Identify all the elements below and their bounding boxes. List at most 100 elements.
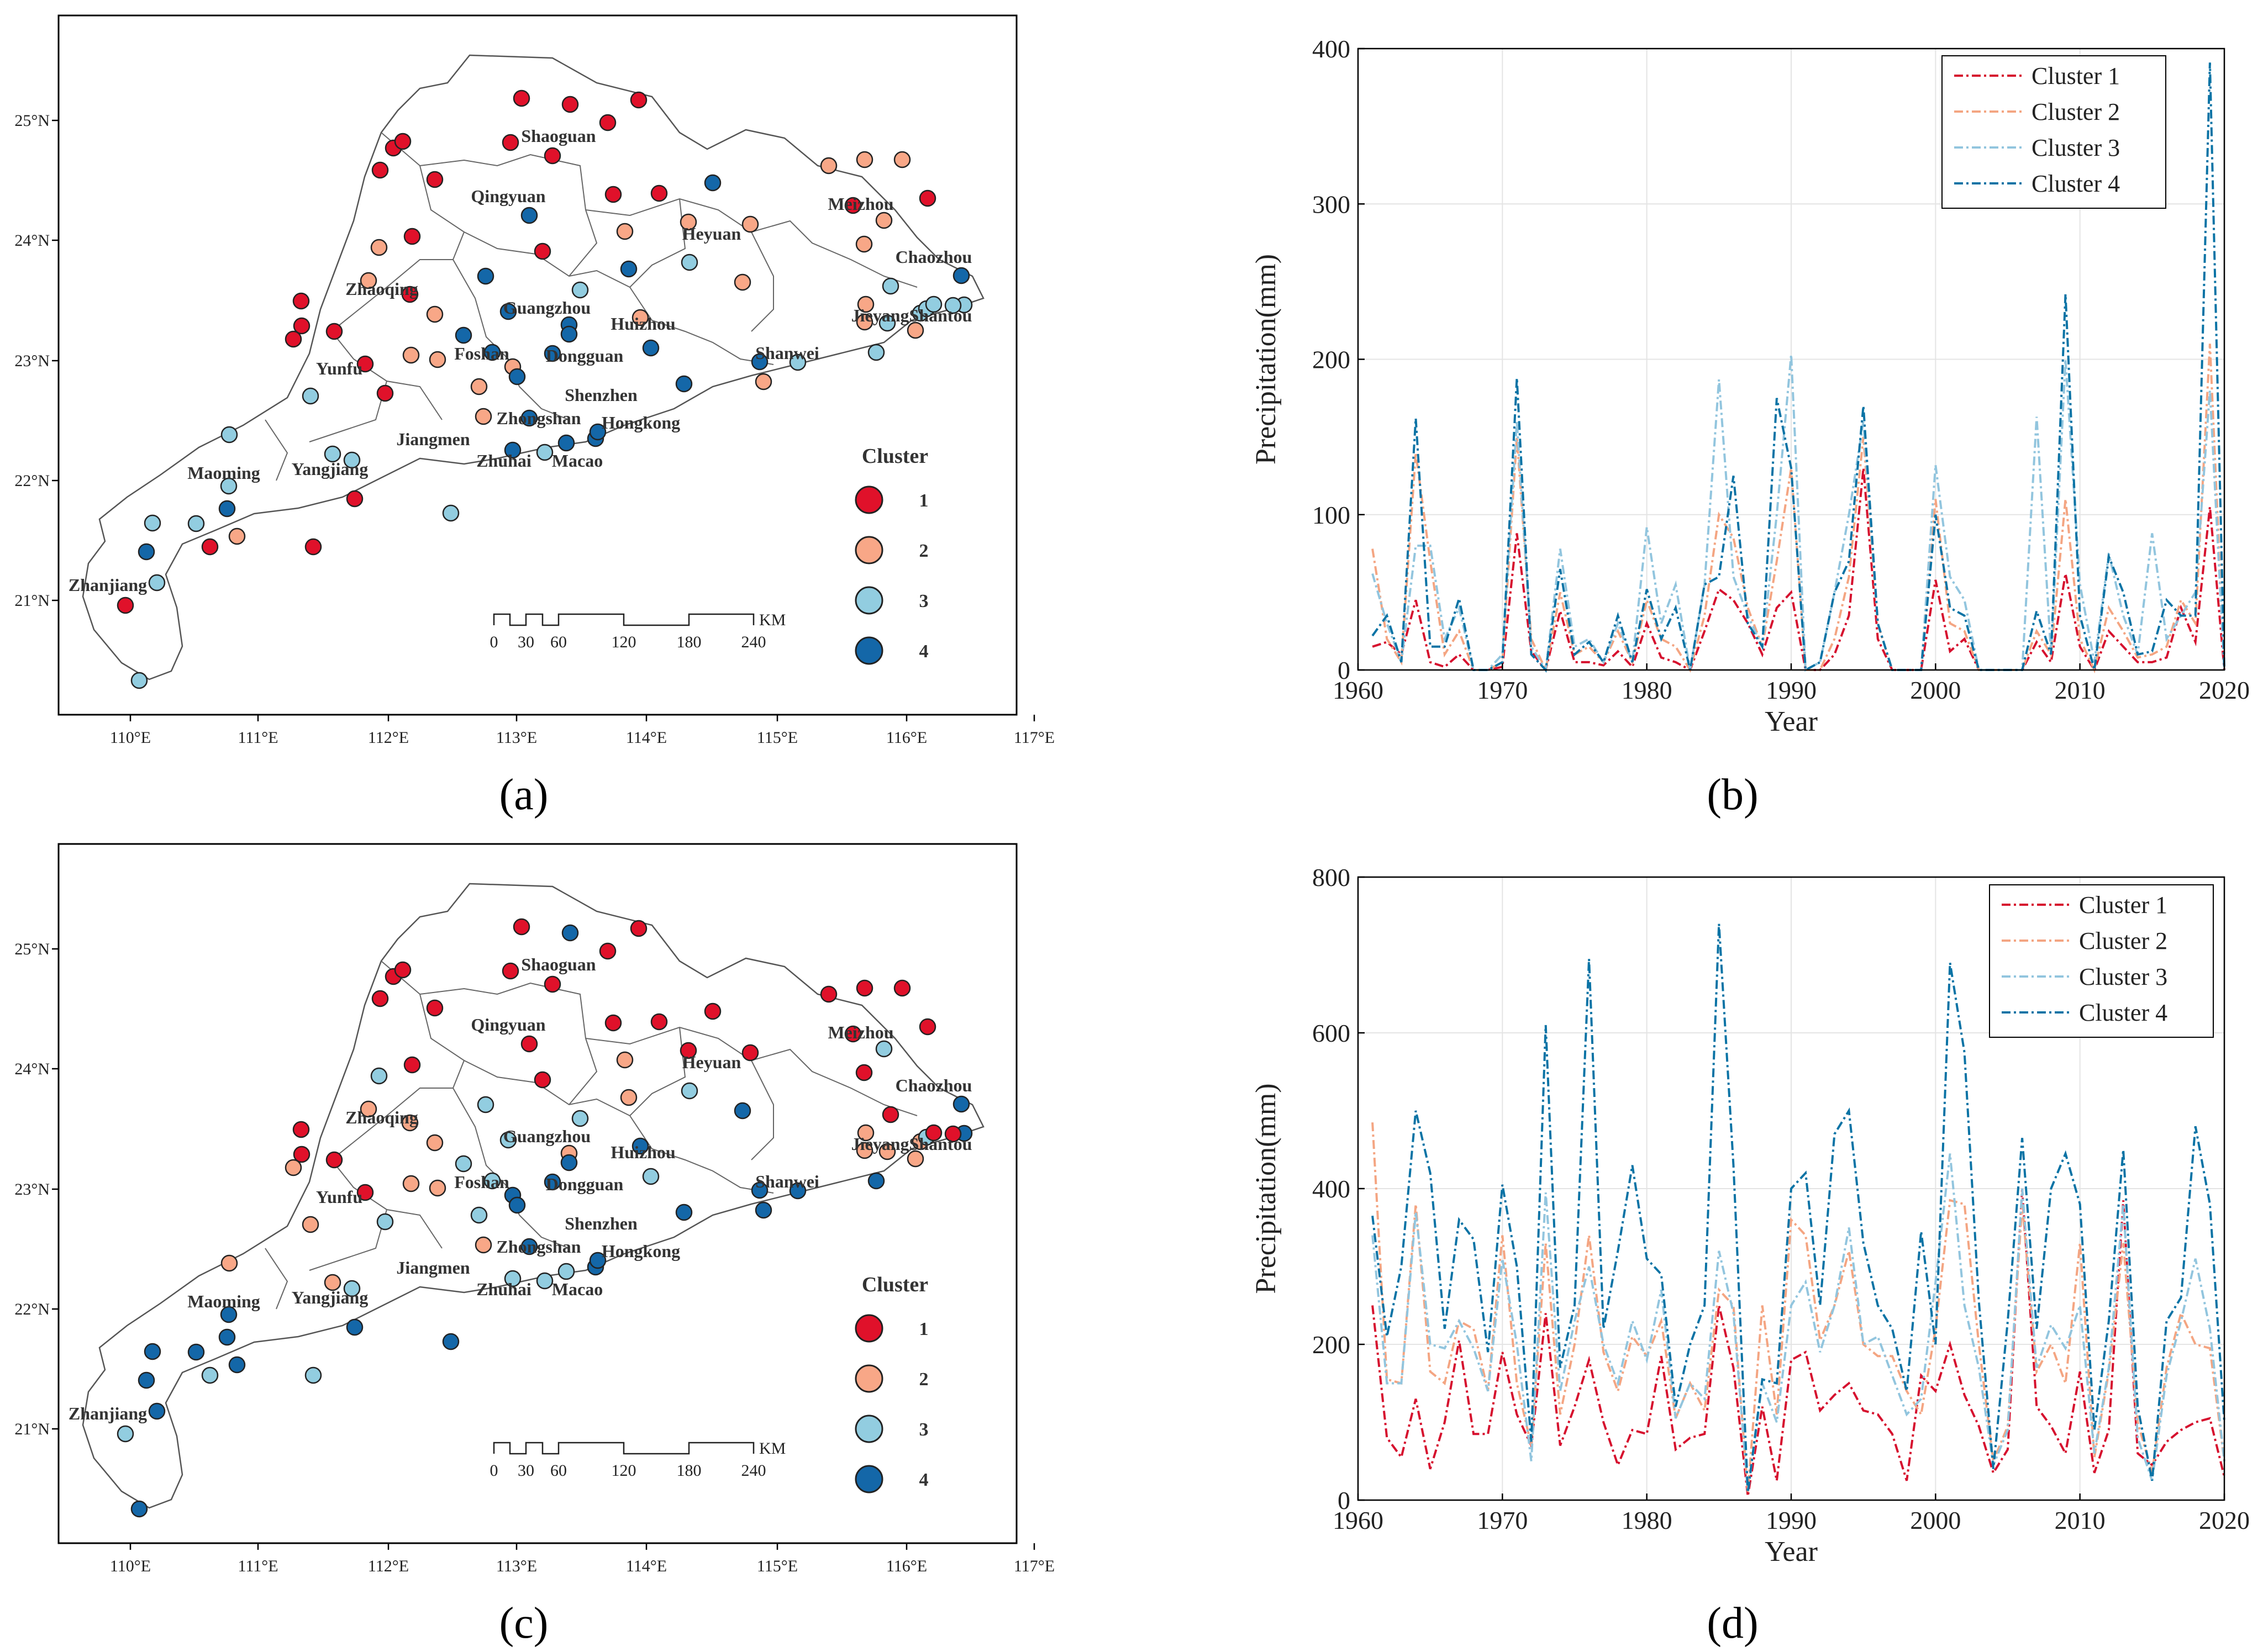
- map-c-city-label: Foshan: [454, 1172, 509, 1192]
- map-a-station-marker: [218, 500, 236, 518]
- map-c-city-label: Shanwei: [755, 1171, 819, 1191]
- chart-b-x-tick-label: 2000: [1910, 676, 1961, 704]
- map-a-station-marker: [343, 451, 361, 469]
- map-a-station-marker: [536, 444, 554, 461]
- map-c-station-marker: [536, 1272, 554, 1290]
- map-c-station-marker: [302, 1216, 319, 1233]
- map-a-legend-title: Cluster: [862, 445, 928, 468]
- map-c-station-marker: [403, 1056, 421, 1074]
- map-a-lon-tick-label: 112°E: [368, 729, 409, 747]
- map-a-station-marker: [620, 260, 638, 278]
- chart-d-y-tick-label: 200: [1312, 1331, 1350, 1359]
- map-c-station-marker: [919, 1018, 936, 1036]
- map-a-station-marker: [867, 344, 885, 361]
- map-a-station-marker: [857, 295, 875, 313]
- map-c-station-marker: [882, 1106, 899, 1123]
- map-a-station-marker: [346, 490, 364, 508]
- map-a-station-marker: [144, 514, 161, 532]
- map-a-station-marker: [544, 345, 561, 362]
- map-c-station-marker: [820, 985, 838, 1003]
- map-c-station-marker: [343, 1280, 361, 1297]
- map-c-station-marker: [616, 1051, 634, 1069]
- map-c-station-marker: [561, 924, 579, 942]
- chart-b-x-tick-label: 2010: [2055, 676, 2106, 704]
- map-a-lat-tick-label: 24°N: [14, 231, 50, 250]
- map-c-legend-label: 3: [919, 1419, 929, 1440]
- map-c-station-marker: [755, 1201, 772, 1219]
- map-a-city-label: Foshan: [454, 344, 509, 363]
- map-c-lon-tick-label: 112°E: [368, 1557, 409, 1575]
- map-c-station-marker: [228, 1356, 246, 1374]
- map-c-city-label: Yangjiang: [292, 1287, 369, 1307]
- map-a-station-marker: [371, 161, 389, 179]
- map-a-city-label: Zhanjiang: [69, 575, 147, 595]
- map-c-city-label: Hongkong: [602, 1241, 680, 1261]
- chart-d-x-tick-label: 1960: [1333, 1506, 1383, 1534]
- map-c-station-marker: [376, 1213, 394, 1231]
- chart-b-series-line: [1371, 62, 2225, 673]
- map-a-legend-label: 2: [919, 541, 929, 561]
- map-c-lon-tick-label: 116°E: [886, 1557, 927, 1575]
- map-c-station-marker: [429, 1179, 446, 1197]
- map-c-scale-label: 120: [612, 1461, 636, 1480]
- chart-b-y-tick-label: 300: [1312, 190, 1350, 218]
- chart-b-x-tick-label: 1960: [1333, 676, 1383, 704]
- map-c-station-marker: [370, 1067, 388, 1085]
- map-panel-c: 110°E 111°E 112°E 113°E 114°E 115°E 116°E 117°E…: [14, 843, 1055, 1575]
- map-a-station-marker: [402, 346, 420, 364]
- map-a-scale-label: 180: [677, 633, 702, 651]
- map-a-station-marker: [952, 267, 970, 284]
- map-a-station-marker: [201, 538, 219, 556]
- chart-d-series-line: [1371, 1188, 2225, 1497]
- map-a-station-marker: [557, 434, 575, 452]
- chart-b-x-tick-label: 2020: [2199, 676, 2250, 704]
- map-c-internal-boundaries: [265, 960, 918, 1310]
- map-c-station-marker: [642, 1168, 660, 1185]
- map-c-station-marker: [499, 1131, 517, 1149]
- chart-b-legend-label: Cluster 4: [2032, 170, 2120, 197]
- map-c-scale-bar: [493, 1442, 755, 1455]
- map-c-station-marker: [325, 1151, 343, 1169]
- map-c-lat-tick-label: 21°N: [14, 1420, 50, 1438]
- map-a-station-marker: [138, 543, 155, 561]
- map-c-station-marker: [650, 1013, 668, 1031]
- map-a-station-marker: [650, 184, 668, 202]
- chart-b-y-tick-label: 200: [1312, 346, 1350, 374]
- map-c-station-marker: [878, 1143, 896, 1160]
- map-a-city-label: Shanwei: [755, 343, 819, 363]
- map-a-scale-label: 0: [490, 633, 498, 651]
- map-a-station-marker: [470, 378, 488, 395]
- map-c-station-marker: [144, 1343, 161, 1360]
- map-c-legend-swatch: [855, 1465, 883, 1493]
- map-a-station-marker: [534, 242, 551, 260]
- chart-d-legend-label: Cluster 2: [2079, 927, 2167, 954]
- map-c-station-marker: [675, 1204, 693, 1221]
- map-a-city-label: Jiangmen: [396, 429, 470, 449]
- map-a-station-marker: [426, 305, 444, 323]
- map-a-station-marker: [477, 267, 494, 285]
- map-c-scale-label: 0: [490, 1461, 498, 1480]
- map-a-city-label: Shenzhen: [565, 385, 638, 405]
- map-c-station-marker: [589, 1252, 607, 1269]
- map-a-city-label: Zhongshan: [497, 408, 581, 428]
- map-c-station-marker: [502, 962, 519, 980]
- map-c-station-marker: [220, 1254, 238, 1272]
- map-a-legend-swatch: [855, 485, 883, 514]
- map-a-lon-tick-label: 111°E: [238, 729, 278, 747]
- map-a-lon-tick-label: 114°E: [626, 729, 667, 747]
- map-c-lat-tick-label: 23°N: [14, 1180, 50, 1199]
- map-a-station-marker: [755, 373, 772, 390]
- chart-d-legend-label: Cluster 3: [2079, 963, 2167, 990]
- map-c-guangdong-outline: [82, 883, 985, 1509]
- map-c-station-marker: [704, 1002, 722, 1020]
- map-c-city-label: Yunfu: [316, 1187, 362, 1207]
- map-a-station-marker: [680, 213, 697, 231]
- chart-panel-d: 1960 1970 1980 1990 2000 2010 2020 0 200 400 600 80…: [1250, 863, 2250, 1567]
- map-c-station-marker: [513, 918, 530, 936]
- map-a-station-marker: [882, 277, 899, 295]
- chart-d-x-tick-label: 1980: [1622, 1506, 1672, 1534]
- map-a-station-marker: [356, 355, 374, 373]
- map-c-station-marker: [520, 1238, 538, 1255]
- map-c-station-marker: [371, 990, 389, 1007]
